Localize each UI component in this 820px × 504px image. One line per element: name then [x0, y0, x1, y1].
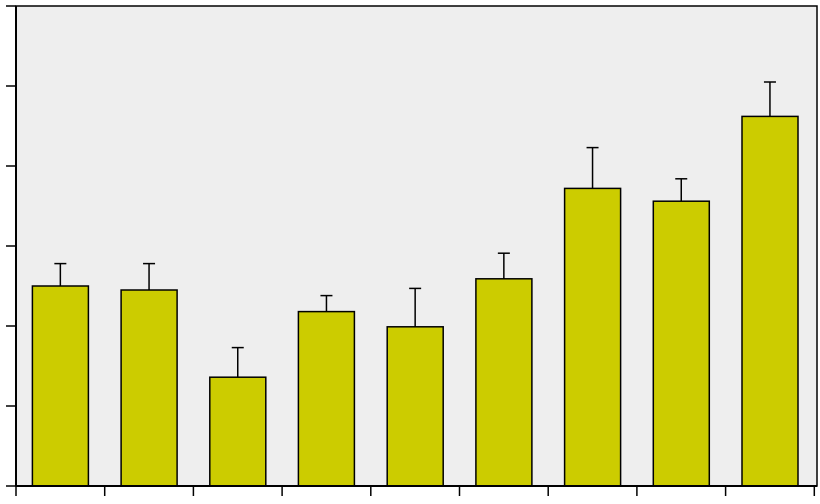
- bar-1: [31, 285, 90, 487]
- error-bar-8: [675, 178, 688, 202]
- bar-7: [563, 187, 622, 487]
- error-bar-6: [497, 252, 510, 279]
- error-bar-1: [54, 262, 67, 286]
- x-ticks-layer: [15, 486, 816, 496]
- error-bar-7: [586, 146, 599, 189]
- error-bar-2: [143, 262, 156, 290]
- error-bar-4: [320, 294, 333, 312]
- bar-5: [386, 326, 444, 487]
- error-bar-3: [231, 346, 244, 378]
- y-ticks-layer: [6, 5, 16, 487]
- bars-layer: [31, 115, 799, 487]
- bar-4: [297, 310, 356, 487]
- bar-2: [120, 289, 178, 487]
- error-bars-layer: [54, 81, 776, 378]
- bar-9: [741, 115, 799, 487]
- bar-3: [209, 376, 267, 487]
- bar-8: [652, 200, 711, 487]
- bar-6: [475, 278, 533, 487]
- error-bar-5: [409, 287, 422, 327]
- error-bar-9: [763, 81, 776, 117]
